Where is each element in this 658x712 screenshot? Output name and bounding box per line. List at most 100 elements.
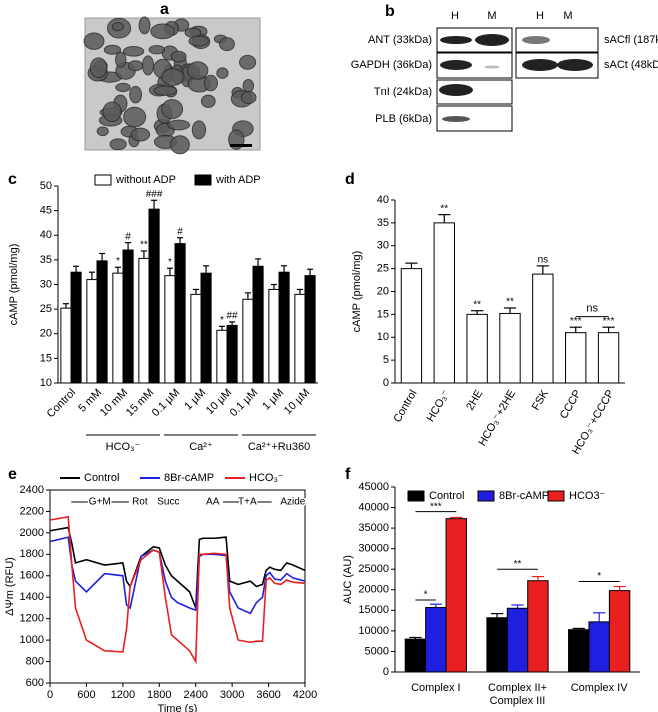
y-tick-label: 30 bbox=[377, 240, 389, 252]
x-tick-label: 4200 bbox=[293, 689, 317, 701]
y-tick-label: 2000 bbox=[20, 527, 44, 539]
error-bar bbox=[255, 258, 262, 267]
significance-mark: # bbox=[177, 226, 183, 237]
significance-mark: * bbox=[424, 590, 428, 601]
error-bar bbox=[99, 252, 106, 261]
phase-label: Rot bbox=[132, 497, 148, 508]
bar bbox=[60, 307, 72, 384]
mitochondrion bbox=[191, 120, 207, 140]
series-line bbox=[49, 536, 306, 615]
bar bbox=[164, 275, 176, 384]
y-tick-label: 35 bbox=[40, 254, 52, 266]
error-bar bbox=[281, 265, 288, 273]
blot-row-label: TnI (24kDa) bbox=[374, 86, 432, 98]
mitochondrion bbox=[115, 51, 127, 68]
x-tick-label: 10 µM bbox=[282, 387, 312, 417]
bar bbox=[200, 272, 212, 384]
y-tick-label: 15000 bbox=[358, 604, 389, 616]
y-tick-label: 40 bbox=[377, 194, 389, 206]
y-tick-label: 600 bbox=[26, 677, 44, 689]
bar bbox=[532, 273, 554, 384]
mitochondrion bbox=[170, 50, 187, 63]
bar bbox=[568, 629, 590, 673]
blot bbox=[436, 27, 599, 132]
series-line bbox=[49, 515, 306, 665]
panel-label: a bbox=[160, 1, 169, 18]
x-tick-label: 1800 bbox=[147, 689, 171, 701]
y-tick-label: 1800 bbox=[20, 548, 44, 560]
mitochondrion bbox=[96, 126, 109, 137]
error-bar bbox=[613, 585, 626, 591]
bar bbox=[148, 208, 160, 384]
blot-row-label: ANT (33kDa) bbox=[368, 34, 432, 46]
phase-label: Succ bbox=[157, 497, 179, 508]
error-bar bbox=[151, 199, 158, 210]
legend-label: Control bbox=[429, 490, 464, 502]
bar bbox=[506, 607, 529, 673]
blot-bands bbox=[439, 34, 593, 122]
significance-mark: ** bbox=[506, 297, 514, 308]
bar bbox=[588, 621, 610, 673]
y-tick-label: 45000 bbox=[358, 481, 389, 493]
mitochondrion bbox=[129, 85, 143, 104]
y-axis-label: cAMP (pmol/mg) bbox=[8, 244, 20, 326]
y-tick-label: 30000 bbox=[358, 543, 389, 555]
significance-mark: ** bbox=[473, 299, 481, 310]
legend-label: 8Br-cAMP bbox=[499, 490, 549, 502]
significance-mark: * bbox=[116, 256, 120, 267]
significance-mark: ** bbox=[440, 203, 448, 214]
error-bar bbox=[531, 576, 545, 581]
bar bbox=[304, 275, 316, 384]
mitochondrion bbox=[203, 74, 218, 92]
x-tick-label: 600 bbox=[77, 689, 95, 701]
error-bar bbox=[62, 303, 69, 309]
bar bbox=[466, 313, 488, 384]
significance-mark: ## bbox=[227, 311, 239, 322]
bar bbox=[404, 638, 427, 673]
mitochondrion bbox=[123, 106, 147, 128]
y-tick-label: 20 bbox=[377, 285, 389, 297]
error-bar bbox=[490, 613, 504, 618]
error-bar bbox=[88, 271, 95, 280]
x-tick-label: 15 mM bbox=[124, 387, 156, 419]
error-bar bbox=[166, 267, 173, 276]
phase-label: G+M bbox=[89, 497, 111, 508]
y-tick-label: 0 bbox=[383, 377, 389, 389]
group-label: Ca²⁺+Ru360 bbox=[248, 441, 310, 453]
panel-label: d bbox=[345, 171, 355, 188]
bar bbox=[400, 268, 423, 384]
y-tick-label: 10 bbox=[377, 331, 389, 343]
error-bar bbox=[192, 288, 199, 295]
y-tick-label: 35 bbox=[377, 217, 389, 229]
error-bar bbox=[296, 288, 303, 295]
panel-label: f bbox=[345, 466, 351, 483]
mitochondrion bbox=[153, 85, 178, 96]
bar bbox=[242, 298, 254, 384]
x-tick-label: CCCP bbox=[558, 388, 584, 421]
x-axis-label: Time (s) bbox=[158, 703, 198, 712]
bar bbox=[445, 518, 467, 673]
bar bbox=[86, 279, 98, 384]
significance-mark: ** bbox=[140, 240, 148, 251]
error-bar bbox=[569, 326, 582, 333]
mitochondrion bbox=[138, 16, 151, 35]
mitochondrion bbox=[169, 135, 190, 155]
x-tick-label: Complex IV bbox=[570, 682, 628, 694]
x-tick-label: 0.1 µM bbox=[228, 387, 260, 419]
legend-label: HCO3⁻ bbox=[569, 490, 606, 502]
mitochondrion bbox=[127, 60, 144, 72]
error-bar bbox=[405, 262, 418, 269]
y-axis-label: cAMP (pmol/mg) bbox=[351, 251, 363, 333]
x-tick-label: HCO₃⁻ bbox=[425, 388, 453, 424]
y-tick-label: 10000 bbox=[358, 625, 389, 637]
y-tick-label: 15 bbox=[40, 352, 52, 364]
bar bbox=[278, 271, 290, 384]
blot-row-label: PLB (6kDa) bbox=[375, 113, 432, 125]
x-tick-label: Control bbox=[45, 387, 79, 421]
error-bar bbox=[450, 516, 463, 519]
legend-label: with ADP bbox=[215, 174, 261, 186]
bar bbox=[597, 332, 620, 384]
error-bar bbox=[503, 307, 517, 314]
y-tick-label: 1400 bbox=[20, 591, 44, 603]
